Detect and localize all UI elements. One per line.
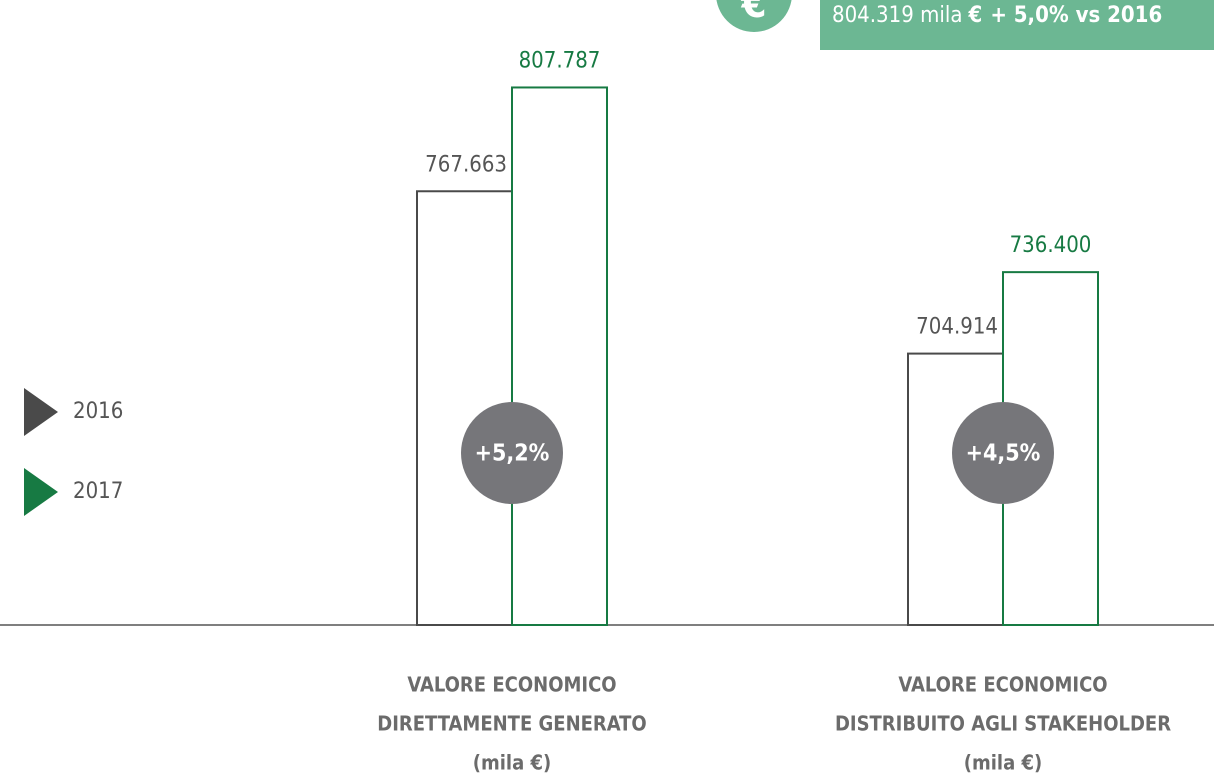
- category-label: (mila €): [964, 751, 1042, 775]
- growth-badge: [461, 402, 563, 504]
- highlight-unit: €: [968, 3, 983, 28]
- growth-label: +5,2%: [475, 441, 550, 467]
- value-label: 767.663: [425, 152, 507, 177]
- value-label: 704.914: [916, 315, 998, 340]
- legend-label: 2017: [73, 479, 123, 504]
- icon-circle: [716, 0, 792, 32]
- highlight-box: [820, 0, 1214, 50]
- category-label: VALORE ECONOMICO: [407, 673, 616, 697]
- category-label: DIRETTAMENTE GENERATO: [377, 712, 646, 736]
- legend-label: 2016: [73, 399, 123, 424]
- legend-marker: [24, 468, 58, 516]
- category-label: (mila €): [473, 751, 551, 775]
- category-label: DISTRIBUITO AGLI STAKEHOLDER: [835, 712, 1171, 736]
- highlight-value: 804.319 mila: [832, 3, 963, 28]
- icon: €: [740, 0, 766, 27]
- growth-badge: [952, 402, 1054, 504]
- bar: [511, 86, 608, 627]
- value-label: 736.400: [1010, 233, 1092, 258]
- highlight-change: + 5,0% vs 2016: [990, 3, 1162, 28]
- growth-label: +4,5%: [966, 441, 1041, 467]
- category-label: VALORE ECONOMICO: [898, 673, 1107, 697]
- value-label: 807.787: [519, 48, 601, 73]
- legend-marker: [24, 388, 58, 436]
- highlight-text: 804.319 mila € + 5,0% vs 2016: [832, 3, 1162, 28]
